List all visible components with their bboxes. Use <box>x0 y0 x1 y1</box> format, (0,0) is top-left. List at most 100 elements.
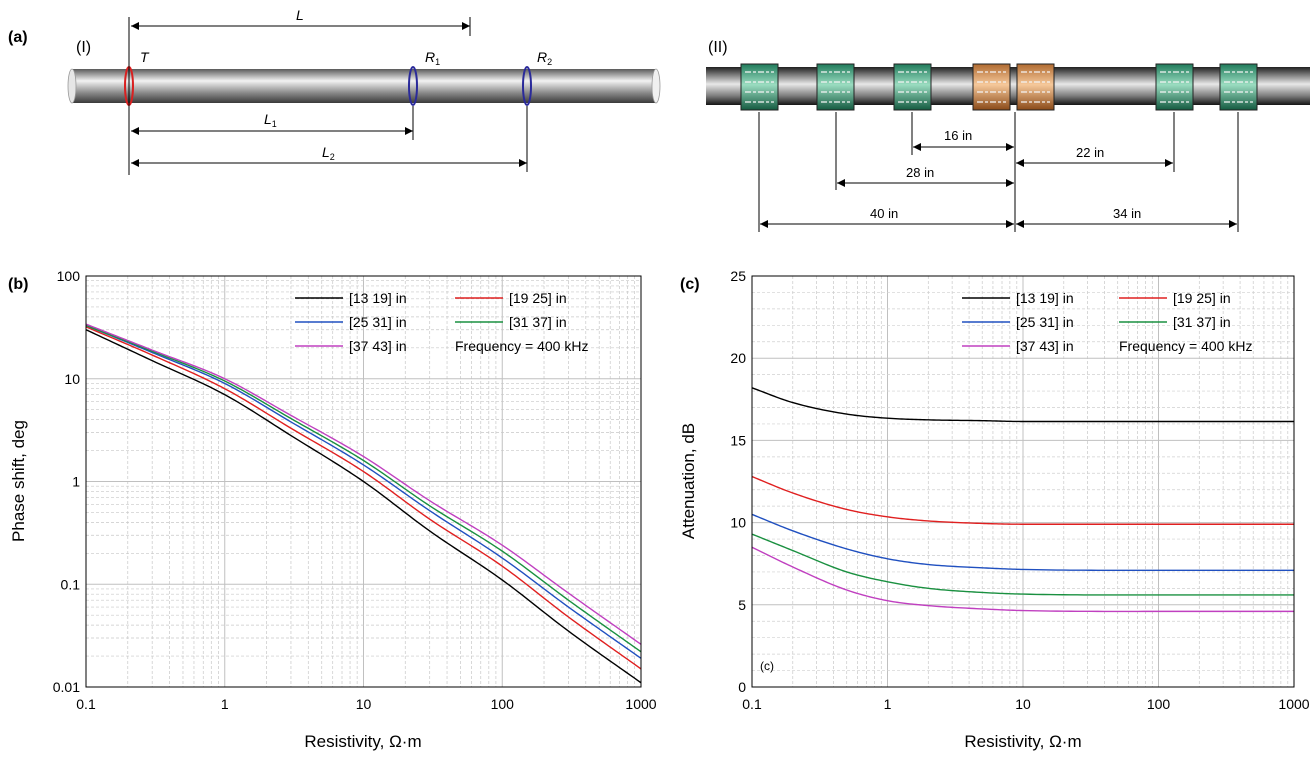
y-tick-label: 25 <box>730 268 746 284</box>
legend-label: [19 25] in <box>1173 290 1231 306</box>
x-tick-label: 10 <box>1015 696 1031 712</box>
tool-end-right <box>651 68 661 104</box>
legend-item: [13 19] in <box>295 290 407 306</box>
y-tick-label: 10 <box>730 515 746 531</box>
dim-40in-label: 40 in <box>870 206 898 221</box>
chart-b-xlabel: Resistivity, Ω·m <box>304 732 421 751</box>
frequency-annotation: Frequency = 400 kHz <box>455 338 588 354</box>
chart-c-plot-frame <box>751 275 1295 688</box>
coil <box>1219 63 1258 111</box>
x-tick-label: 0.1 <box>742 696 762 712</box>
coil <box>816 63 855 111</box>
y-tick-label: 10 <box>64 371 80 387</box>
y-tick-label: 0 <box>738 679 746 695</box>
receiver-1-label: R1 <box>425 49 440 67</box>
legend-item: [31 37] in <box>1119 314 1231 330</box>
x-tick-label: 0.1 <box>76 696 96 712</box>
x-tick-label: 1 <box>884 696 892 712</box>
series-line <box>85 326 642 670</box>
legend-label: [13 19] in <box>1016 290 1074 306</box>
chart-b-ylabel: Phase shift, deg <box>9 420 28 542</box>
receiver-2-label: R2 <box>537 49 552 67</box>
tool-body-I <box>72 69 656 103</box>
x-tick-label: 100 <box>1147 696 1171 712</box>
chart-c-series <box>751 387 1294 613</box>
dim-L-label: L <box>296 7 304 23</box>
chart-c-ylabel: Attenuation, dB <box>679 423 698 539</box>
series-line <box>85 329 642 684</box>
chart-c-ticks: 0.1 1 10 100 1000 0 5 10 15 20 25 <box>730 268 1309 712</box>
series-line <box>85 324 642 659</box>
coil <box>893 63 932 111</box>
legend-item: [25 31] in <box>962 314 1074 330</box>
dim-28in-label: 28 in <box>906 165 934 180</box>
coil <box>740 63 779 111</box>
legend-item: [25 31] in <box>295 314 407 330</box>
y-tick-label: 15 <box>730 432 746 448</box>
dim-34in-label: 34 in <box>1113 206 1141 221</box>
series-line <box>85 323 642 645</box>
tool-end-left <box>67 68 77 104</box>
legend-label: [19 25] in <box>509 290 567 306</box>
y-tick-label: 1 <box>72 474 80 490</box>
coil-array <box>740 63 1258 111</box>
legend-label: [37 43] in <box>1016 338 1074 354</box>
legend-item: [37 43] in <box>295 338 407 354</box>
legend-item: [37 43] in <box>962 338 1074 354</box>
x-tick-label: 10 <box>356 696 372 712</box>
y-tick-label: 100 <box>57 268 81 284</box>
panel-a-sub-I: (I) <box>76 39 91 56</box>
coil <box>972 63 1011 111</box>
coil <box>1155 63 1194 111</box>
transmitter-label: T <box>140 49 150 65</box>
legend-label: [25 31] in <box>349 314 407 330</box>
series-line <box>85 324 642 653</box>
receiver-coil-2 <box>522 66 532 106</box>
x-tick-label: 1000 <box>1278 696 1309 712</box>
coil <box>1016 63 1055 111</box>
receiver-coil-1 <box>408 66 418 106</box>
chart-b-legend: [13 19] in [19 25] in [25 31] in [31 37] in… <box>295 290 588 354</box>
y-tick-label: 0.1 <box>61 576 81 592</box>
y-tick-label: 20 <box>730 350 746 366</box>
x-tick-label: 1 <box>221 696 229 712</box>
legend-label: [31 37] in <box>1173 314 1231 330</box>
chart-c-legend: [13 19] in [19 25] in [25 31] in [31 37] in… <box>962 290 1252 354</box>
frequency-annotation: Frequency = 400 kHz <box>1119 338 1252 354</box>
chart-b-panel-label: (b) <box>8 276 28 293</box>
legend-label: [31 37] in <box>509 314 567 330</box>
series-line <box>751 387 1294 423</box>
series-line <box>751 546 1294 613</box>
dim-16in-label: 16 in <box>944 128 972 143</box>
dim-L2-label: L2 <box>322 144 335 162</box>
legend-label: [13 19] in <box>349 290 407 306</box>
chart-c-inner-label: (c) <box>760 659 774 673</box>
legend-item: [13 19] in <box>962 290 1074 306</box>
dim-L1-label: L1 <box>264 111 277 129</box>
panel-a-label: (a) <box>8 29 28 46</box>
dim-22in-label: 22 in <box>1076 145 1104 160</box>
panel-a-sub-II: (II) <box>708 39 728 56</box>
legend-item: [19 25] in <box>455 290 567 306</box>
chart-b-series <box>85 323 642 684</box>
legend-label: [25 31] in <box>1016 314 1074 330</box>
series-line <box>751 533 1294 596</box>
chart-b-grid <box>85 275 642 688</box>
chart-c-panel-label: (c) <box>680 276 700 293</box>
panel-a: (a) (I) T R1 R2 L L1 L2 (II) <box>8 7 1310 232</box>
series-line <box>751 475 1294 525</box>
legend-item: [31 37] in <box>455 314 567 330</box>
legend-label: [37 43] in <box>349 338 407 354</box>
legend-item: [19 25] in <box>1119 290 1231 306</box>
x-tick-label: 1000 <box>625 696 656 712</box>
chart-c-xlabel: Resistivity, Ω·m <box>964 732 1081 751</box>
series-line <box>751 513 1294 572</box>
x-tick-label: 100 <box>491 696 515 712</box>
chart-b-plot-frame <box>85 275 642 688</box>
y-tick-label: 0.01 <box>53 679 80 695</box>
y-tick-label: 5 <box>738 597 746 613</box>
